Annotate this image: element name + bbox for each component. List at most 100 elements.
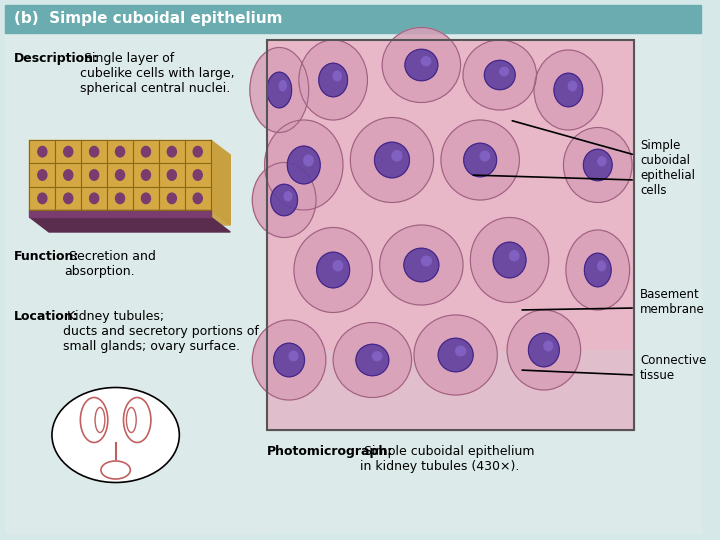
Ellipse shape	[333, 322, 412, 397]
Ellipse shape	[392, 151, 402, 161]
Ellipse shape	[167, 146, 176, 157]
Ellipse shape	[299, 40, 367, 120]
Ellipse shape	[89, 146, 99, 157]
Ellipse shape	[510, 251, 519, 261]
Ellipse shape	[382, 28, 461, 103]
Ellipse shape	[379, 225, 463, 305]
Ellipse shape	[63, 146, 73, 157]
Ellipse shape	[405, 49, 438, 81]
Ellipse shape	[304, 155, 313, 166]
Ellipse shape	[319, 63, 348, 97]
Ellipse shape	[63, 170, 73, 180]
Ellipse shape	[404, 248, 439, 282]
Ellipse shape	[271, 184, 297, 216]
Text: (b)  Simple cuboidal epithelium: (b) Simple cuboidal epithelium	[14, 11, 282, 26]
Ellipse shape	[554, 73, 582, 107]
Ellipse shape	[81, 397, 108, 442]
Text: Function:: Function:	[14, 250, 79, 263]
Ellipse shape	[193, 146, 202, 157]
Ellipse shape	[464, 143, 497, 177]
Ellipse shape	[167, 193, 176, 204]
Ellipse shape	[115, 170, 125, 180]
Ellipse shape	[38, 170, 47, 180]
Ellipse shape	[123, 397, 151, 442]
Bar	[266, 350, 634, 430]
Text: Secretion and
absorption.: Secretion and absorption.	[65, 250, 156, 278]
Ellipse shape	[493, 242, 526, 278]
Ellipse shape	[568, 81, 577, 91]
Ellipse shape	[115, 146, 125, 157]
Bar	[266, 40, 634, 430]
Ellipse shape	[284, 192, 292, 201]
Ellipse shape	[463, 40, 536, 110]
Text: Description:: Description:	[14, 52, 99, 65]
Ellipse shape	[480, 151, 490, 161]
Polygon shape	[30, 217, 230, 232]
Ellipse shape	[289, 351, 298, 361]
Ellipse shape	[534, 50, 603, 130]
Ellipse shape	[274, 343, 305, 377]
Ellipse shape	[279, 80, 287, 91]
Ellipse shape	[101, 461, 130, 479]
Text: Single layer of
cubelike cells with large,
spherical central nuclei.: Single layer of cubelike cells with larg…	[81, 52, 235, 95]
Text: Connective
tissue: Connective tissue	[640, 354, 706, 382]
Ellipse shape	[38, 146, 47, 157]
Ellipse shape	[544, 341, 553, 351]
Ellipse shape	[598, 157, 606, 166]
Ellipse shape	[141, 146, 150, 157]
Ellipse shape	[585, 253, 611, 287]
Ellipse shape	[333, 71, 341, 81]
Text: Location:: Location:	[14, 310, 78, 323]
Polygon shape	[211, 140, 230, 225]
Bar	[5, 33, 263, 533]
Ellipse shape	[127, 408, 136, 433]
Text: Basement
membrane: Basement membrane	[640, 288, 705, 316]
Ellipse shape	[89, 170, 99, 180]
Ellipse shape	[252, 163, 316, 238]
Ellipse shape	[507, 310, 580, 390]
Ellipse shape	[294, 227, 372, 313]
Bar	[266, 40, 634, 430]
Ellipse shape	[52, 388, 179, 483]
Ellipse shape	[141, 170, 150, 180]
Ellipse shape	[566, 230, 629, 310]
Ellipse shape	[63, 193, 73, 204]
Ellipse shape	[421, 256, 431, 266]
Ellipse shape	[264, 120, 343, 210]
Ellipse shape	[438, 338, 473, 372]
Text: Simple
cuboidal
epithelial
cells: Simple cuboidal epithelial cells	[640, 139, 695, 197]
Ellipse shape	[456, 346, 466, 356]
Ellipse shape	[38, 193, 47, 204]
Ellipse shape	[333, 261, 343, 271]
Ellipse shape	[598, 261, 606, 271]
Ellipse shape	[193, 170, 202, 180]
Text: Simple cuboidal epithelium
in kidney tubules (430×).: Simple cuboidal epithelium in kidney tub…	[359, 445, 534, 473]
Ellipse shape	[356, 345, 389, 376]
Ellipse shape	[167, 170, 176, 180]
Text: Kidney tubules;
ducts and secretory portions of
small glands; ovary surface.: Kidney tubules; ducts and secretory port…	[63, 310, 258, 353]
Ellipse shape	[583, 149, 612, 181]
Ellipse shape	[267, 72, 292, 108]
Bar	[30, 210, 211, 217]
Ellipse shape	[89, 193, 99, 204]
Text: Photomicrograph:: Photomicrograph:	[266, 445, 393, 458]
Ellipse shape	[441, 120, 519, 200]
Ellipse shape	[564, 127, 632, 202]
Bar	[5, 5, 701, 33]
Ellipse shape	[372, 352, 382, 361]
Ellipse shape	[287, 146, 320, 184]
Polygon shape	[30, 210, 230, 225]
Ellipse shape	[115, 193, 125, 204]
Ellipse shape	[252, 320, 326, 400]
Ellipse shape	[250, 48, 309, 132]
Ellipse shape	[500, 68, 508, 76]
Ellipse shape	[528, 333, 559, 367]
Ellipse shape	[317, 252, 350, 288]
Ellipse shape	[421, 57, 431, 66]
Ellipse shape	[414, 315, 498, 395]
Ellipse shape	[374, 142, 410, 178]
Ellipse shape	[141, 193, 150, 204]
Ellipse shape	[193, 193, 202, 204]
Ellipse shape	[470, 218, 549, 302]
Ellipse shape	[485, 60, 516, 90]
